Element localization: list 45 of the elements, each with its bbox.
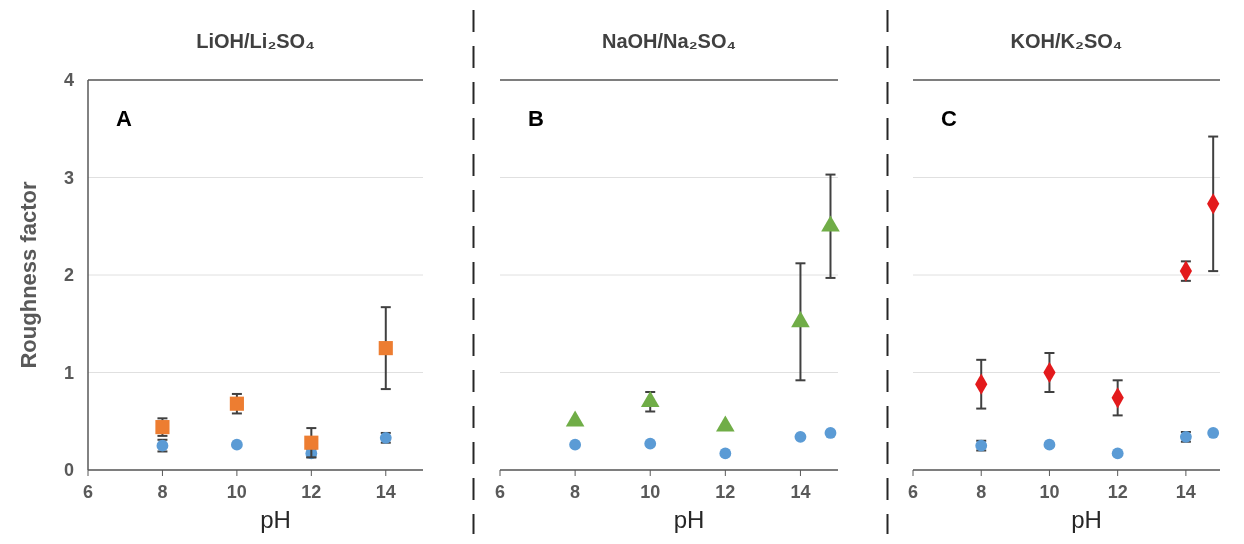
y-axis-title: Roughness factor — [16, 181, 41, 369]
point — [230, 438, 243, 451]
chart-title: LiOH/Li₂SO₄ — [196, 30, 315, 52]
x-tick-label: 12 — [301, 482, 322, 502]
x-tick-label: 8 — [976, 482, 987, 502]
point — [229, 396, 244, 411]
annotation: A — [116, 106, 132, 131]
y-tick-label: 1 — [63, 362, 74, 383]
point — [569, 438, 582, 451]
point — [378, 341, 393, 356]
annotation: C — [941, 106, 957, 131]
x-axis-title: pH — [673, 506, 705, 533]
x-tick-label: 12 — [715, 482, 736, 502]
point — [640, 391, 660, 408]
x-tick-label: 14 — [1175, 482, 1196, 502]
x-tick-label: 6 — [82, 482, 94, 502]
x-tick-label: 6 — [907, 482, 919, 502]
y-tick-label: 0 — [63, 460, 74, 480]
x-tick-label: 10 — [226, 482, 247, 502]
point — [791, 311, 810, 328]
x-tick-label: 14 — [375, 482, 396, 502]
point — [1043, 438, 1056, 451]
x-tick-label: 14 — [790, 482, 811, 502]
point — [1207, 427, 1220, 439]
chart-title: NaOH/Na₂SO₄ — [601, 30, 737, 52]
x-axis-title: pH — [1071, 506, 1102, 533]
point — [1111, 447, 1124, 460]
chart-title: KOH/K₂SO₄ — [1010, 30, 1123, 52]
point — [821, 215, 840, 232]
x-tick-label: 8 — [570, 482, 581, 502]
x-tick-label: 10 — [1039, 482, 1060, 502]
annotation: B — [528, 106, 544, 131]
point — [644, 437, 657, 450]
point — [304, 435, 319, 450]
x-tick-label: 8 — [157, 482, 168, 502]
y-tick-label: 4 — [63, 70, 74, 90]
x-tick-label: 12 — [1107, 482, 1128, 502]
x-axis-title: pH — [260, 506, 291, 533]
point — [824, 427, 837, 439]
point — [794, 430, 807, 443]
y-tick-label: 2 — [63, 265, 74, 285]
point — [719, 447, 732, 460]
x-tick-label: 6 — [494, 482, 506, 502]
y-tick-label: 3 — [63, 167, 74, 188]
x-tick-label: 10 — [640, 482, 661, 502]
